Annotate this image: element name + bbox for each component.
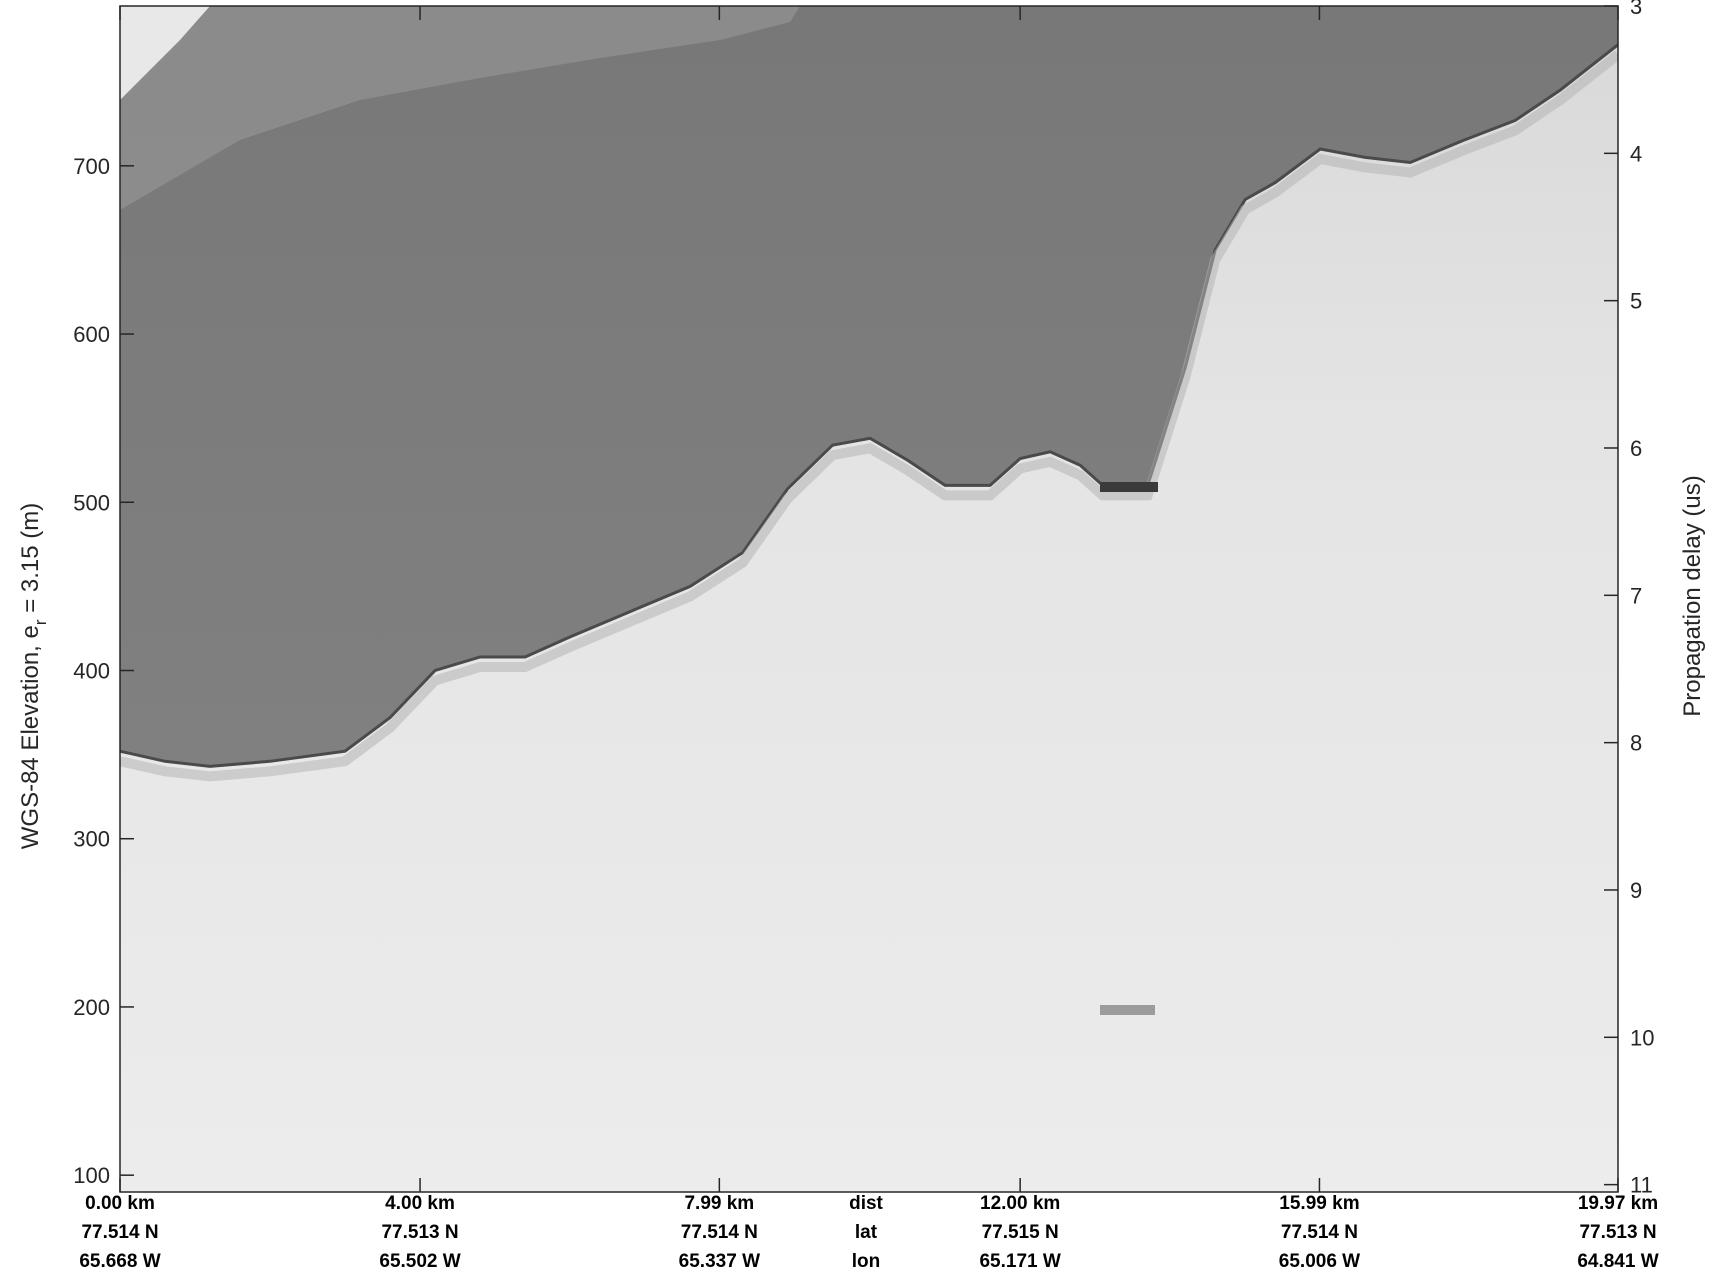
left-axis-title-tail: = 3.15 (m): [17, 503, 44, 620]
bottom-row-value-lat: 77.513 N: [381, 1222, 458, 1243]
right-tick-label: 6: [1630, 436, 1642, 461]
bottom-row-value-lat: 77.513 N: [1579, 1222, 1656, 1243]
right-axis: 3 4 5 6 7 8 9 10 11: [1604, 0, 1654, 1198]
bottom-row-value-dist: 12.00 km: [980, 1193, 1060, 1214]
right-tick-label: 10: [1630, 1025, 1654, 1050]
left-axis-title-subscript: r: [31, 619, 50, 625]
plot-area: [120, 6, 1618, 1192]
bottom-row-name-dist: dist: [849, 1193, 883, 1214]
left-tick-label: 400: [73, 658, 110, 683]
left-tick-label: 200: [73, 995, 110, 1020]
bottom-row-value-dist: 19.97 km: [1578, 1193, 1658, 1214]
bottom-row-value-lon: 65.502 W: [379, 1251, 460, 1272]
dark-reflector-block: [1100, 482, 1158, 492]
top-left-multiple-band: [120, 6, 800, 210]
bottom-row-value-lat: 77.514 N: [1281, 1222, 1358, 1243]
bottom-row-value-lat: 77.514 N: [681, 1222, 758, 1243]
bottom-row-value-dist: 7.99 km: [684, 1193, 754, 1214]
surface-reflection-line: [120, 43, 1618, 768]
bottom-row-value-dist: 0.00 km: [85, 1193, 155, 1214]
right-axis-title: Propagation delay (us): [1679, 475, 1706, 716]
bottom-row-name-lat: lat: [855, 1222, 878, 1243]
left-tick-label: 700: [73, 154, 110, 179]
subsurface-scatter-band: [120, 50, 1618, 782]
left-tick-label: 600: [73, 322, 110, 347]
bottom-row-value-lat: 77.514 N: [81, 1222, 158, 1243]
plot-frame: [119, 5, 1619, 1193]
bottom-row-value-dist: 4.00 km: [385, 1193, 455, 1214]
bottom-row-name-lon: lon: [852, 1251, 881, 1272]
bottom-row-value-lon: 65.337 W: [679, 1251, 760, 1272]
left-axis-title: WGS-84 Elevation, er = 3.15 (m): [17, 503, 50, 850]
left-tick-label: 100: [73, 1163, 110, 1188]
bottom-info-rows: dist 0.00 km 4.00 km 7.99 km 12.00 km 15.99 k…: [79, 1193, 1658, 1272]
right-tick-label: 9: [1630, 878, 1642, 903]
left-tick-label: 500: [73, 490, 110, 515]
bottom-row-value-lon: 65.006 W: [1279, 1251, 1360, 1272]
right-tick-label: 5: [1630, 289, 1642, 314]
left-axis: 100 200 300 400 500 600 700: [73, 154, 134, 1188]
bottom-axis: [119, 6, 1619, 1192]
right-tick-label: 7: [1630, 583, 1642, 608]
bottom-row-value-lon: 64.841 W: [1577, 1251, 1658, 1272]
left-tick-label: 300: [73, 827, 110, 852]
right-tick-label: 3: [1630, 0, 1642, 19]
bottom-row-value-lon: 65.171 W: [979, 1251, 1060, 1272]
right-tick-label: 11: [1630, 1173, 1653, 1198]
air-region: [120, 6, 1618, 767]
right-tick-label: 4: [1630, 141, 1642, 166]
bottom-row-value-dist: 15.99 km: [1279, 1193, 1359, 1214]
left-axis-title-main: WGS-84 Elevation, e: [17, 625, 44, 849]
deep-reflector: [1100, 1005, 1155, 1015]
right-tick-label: 8: [1630, 731, 1642, 756]
top-left-bright-patch: [120, 6, 210, 100]
bottom-row-value-lat: 77.515 N: [982, 1222, 1059, 1243]
bottom-row-value-lon: 65.668 W: [79, 1251, 160, 1272]
